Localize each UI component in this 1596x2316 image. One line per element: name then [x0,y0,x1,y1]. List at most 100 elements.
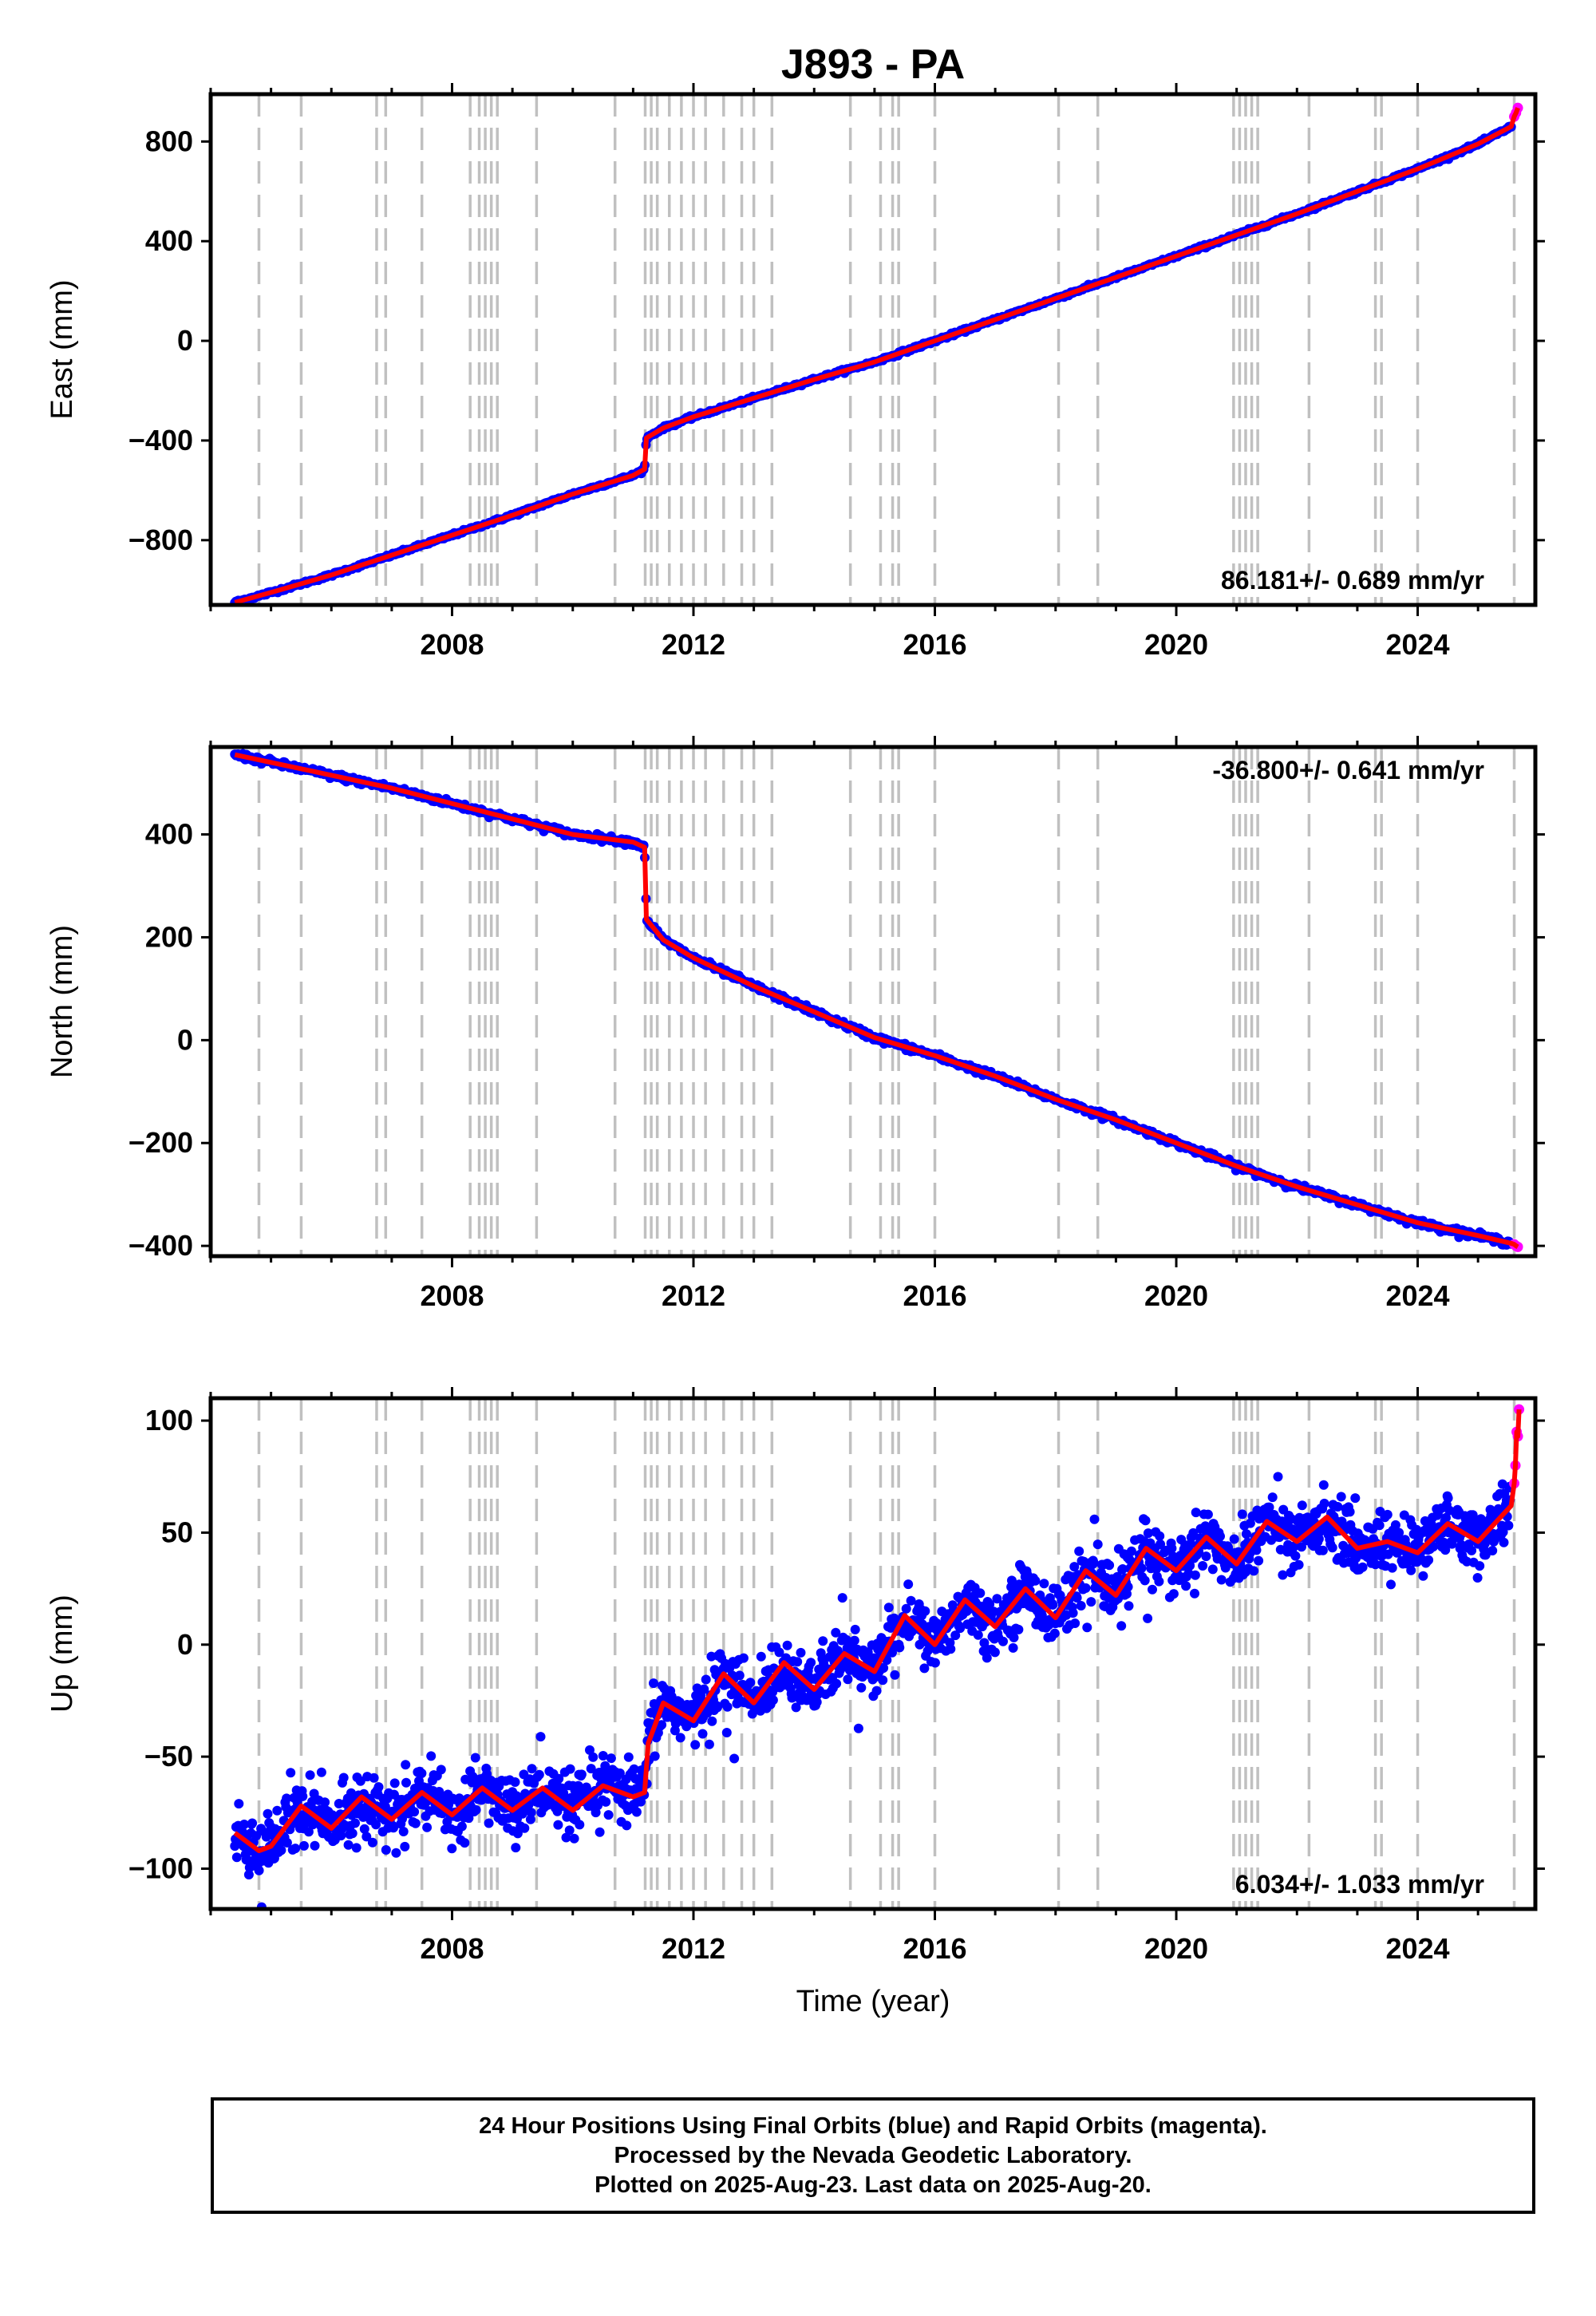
final-orbit-point [398,1827,409,1836]
final-orbit-point [1154,1576,1164,1587]
y-tick-label: 0 [177,1023,193,1056]
final-orbit-point [1037,1611,1047,1621]
final-orbit-point [998,1636,1008,1646]
x-tick-label: 2012 [662,628,725,661]
final-orbit-point [989,1607,999,1617]
final-orbit-point [930,1658,940,1668]
final-orbit-point [575,1820,585,1830]
final-orbit-point [992,1594,1002,1604]
final-orbit-point [1124,1601,1134,1611]
x-tick-label: 2020 [1144,628,1208,661]
final-orbit-point [1126,1546,1136,1556]
final-orbit-point [1480,1550,1491,1560]
final-orbit-point [282,1838,292,1848]
final-orbit-point [1013,1624,1024,1634]
final-orbit-point [1049,1628,1060,1638]
final-orbit-point [792,1657,803,1667]
final-orbit-point [1264,1502,1274,1512]
y-tick-label: 0 [177,324,193,357]
final-orbit-point [351,1843,361,1853]
final-orbit-point [338,1773,349,1783]
final-orbit-point [600,1761,610,1771]
final-orbit-point [738,1653,749,1663]
final-orbit-point [1503,1520,1514,1531]
final-orbit-point [251,1831,262,1841]
final-orbit-point [843,1674,853,1685]
final-orbit-point [400,1841,410,1852]
final-orbit-point [359,1824,369,1834]
final-orbit-point [1394,1528,1404,1538]
y-tick-label: −800 [128,524,193,556]
y-tick-label: 400 [145,224,193,257]
final-orbit-point [697,1729,708,1739]
final-orbit-point [1068,1608,1078,1618]
final-orbit-point [1418,1571,1428,1581]
final-orbit-point [598,1751,608,1761]
final-orbit-point [389,1823,398,1833]
final-orbit-point [1369,1552,1379,1563]
final-orbit-point [519,1823,530,1833]
final-orbit-point [1143,1613,1153,1623]
final-orbit-point [990,1647,1000,1658]
final-orbit-point [484,1818,494,1828]
final-orbit-point [286,1768,296,1778]
final-orbit-point [614,1768,625,1778]
final-orbit-point [1439,1537,1449,1547]
final-orbit-point [856,1682,867,1693]
final-orbit-point [812,1697,822,1707]
final-orbit-point [1080,1583,1091,1593]
final-orbit-point [774,1647,784,1658]
final-orbit-point [1390,1520,1400,1530]
final-orbit-point [950,1630,961,1641]
final-orbit-point [456,1821,467,1832]
x-tick-label: 2012 [662,1932,725,1965]
model-line [234,752,1519,1250]
final-orbit-point [1207,1564,1218,1575]
y-tick-label: −50 [144,1740,193,1773]
x-ticks: 2008 2012 2016 2020 2024 [209,1387,1479,1965]
y-ticks: −800 −400 0 400 800 [128,124,1545,556]
footer-line-processed: Processed by the Nevada Geodetic Laborat… [614,2142,1132,2168]
final-orbit-point [690,1740,701,1750]
final-orbit-point [299,1840,309,1851]
y-axis-label: North (mm) [45,925,79,1078]
final-orbit-point [787,1693,797,1703]
final-orbit-point [699,1684,709,1694]
y-tick-label: 100 [145,1404,193,1437]
final-orbit-point [1082,1622,1092,1633]
final-orbit-point [355,1776,365,1786]
final-orbit-point [650,1751,660,1761]
final-orbit-point [1387,1563,1397,1573]
final-orbit-point [239,1820,249,1829]
final-orbit-point [1201,1551,1211,1562]
final-orbit-point [553,1820,563,1830]
final-orbit-point [721,1728,732,1737]
final-orbit-point [606,1753,616,1764]
y-axis-label: East (mm) [45,279,79,419]
final-orbit-point [1498,1527,1508,1537]
footer-line-plotted: Plotted on 2025-Aug-23. Last data on 202… [595,2172,1152,2198]
y-tick-label: −400 [128,1229,193,1262]
final-orbit-point [1297,1542,1306,1552]
final-orbit-point [367,1837,377,1848]
final-orbit-point [1267,1492,1278,1503]
final-orbit-point [1290,1551,1301,1561]
final-orbit-point [791,1702,801,1713]
y-tick-label: 800 [145,124,193,157]
final-orbit-point [1251,1545,1262,1555]
panel-north: −400 −200 0 200 400 2008 2012 2016 2020 2024 North… [45,736,1545,1312]
x-tick-label: 2008 [420,1279,484,1312]
final-orbit-point [1008,1642,1018,1653]
final-orbit-point [1249,1566,1259,1576]
final-orbit-point [526,1808,536,1818]
rate-label: 6.034+/- 1.033 mm/yr [1235,1870,1484,1899]
final-orbit-point [1116,1621,1127,1631]
final-orbit-point [1070,1618,1080,1628]
final-orbit-point [1191,1508,1201,1518]
final-orbit-point [1350,1493,1361,1504]
final-orbit-point [1357,1562,1368,1572]
final-orbit-point [906,1595,916,1606]
final-orbit-point [745,1678,756,1688]
final-orbit-point [447,1844,457,1854]
final-orbit-point [1143,1528,1153,1539]
